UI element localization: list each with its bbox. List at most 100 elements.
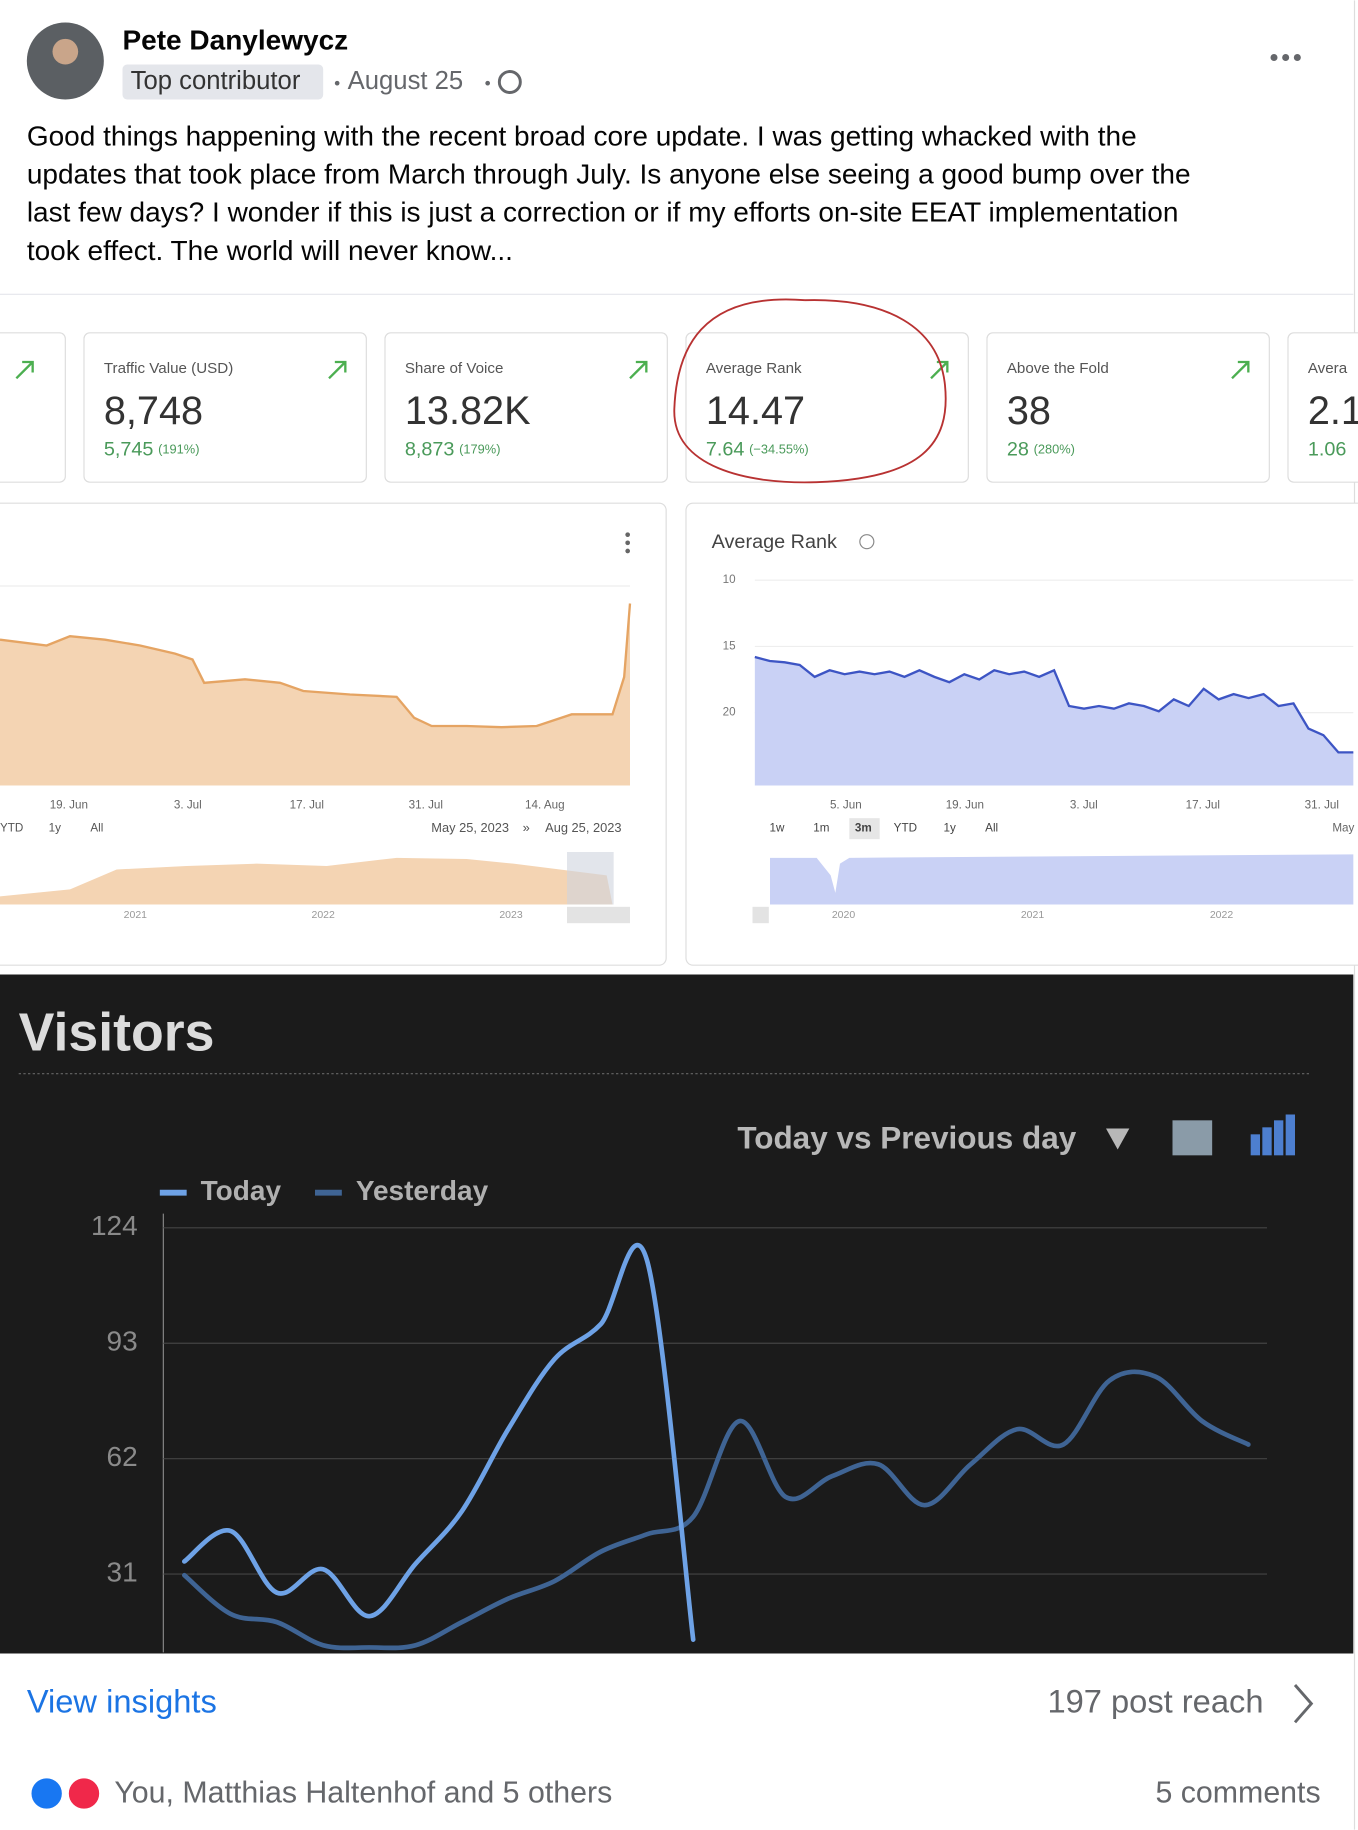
metric-value: 2.1 [1308,389,1358,433]
chart-title: Average Rank [712,531,837,553]
chart-subtitle[interactable]: Today vs Previous day [737,1119,1076,1155]
range-button[interactable]: YTD [0,822,23,835]
metric-change-pct: (−34.55%) [749,442,809,457]
x-tick-label: 31. Jul [409,798,443,811]
metric-change-pct: (191%) [158,442,199,457]
navigator-scroll[interactable] [567,906,630,924]
chevron[interactable] [1293,1684,1314,1724]
y-tick-label: 62 [107,1441,138,1472]
legend-label[interactable]: Today [201,1175,282,1206]
range-button[interactable]: 3m [855,822,872,835]
trend-arrow [328,360,347,380]
more-menu[interactable] [1270,54,1301,61]
metric-card [384,332,668,483]
avatar-face [52,38,79,65]
chart-type-icon[interactable] [1250,1114,1295,1156]
y-tick-label: 124 [91,1210,138,1241]
metric-change-value: 1.06 [1308,439,1347,461]
navigator-area [0,857,613,905]
x-tick-label: 17. Jul [290,798,324,811]
rank-line [754,655,1354,754]
metric-change-pct: (280%) [1034,442,1075,457]
metric-label: Above the Fold [1007,360,1109,377]
x-tick-label: 19. Jun [50,798,88,811]
x-tick-label: 14. Aug [525,798,565,811]
metric-value: 14.47 [706,389,805,433]
chart-title: Visitors [19,1003,215,1063]
range-button[interactable]: 1w [770,822,785,835]
range-selected [849,818,880,840]
series-line [182,1369,1251,1651]
traffic-line [0,603,632,729]
navigator-year: 2020 [832,909,856,921]
range-button[interactable]: All [985,822,998,835]
navigator-area [770,854,1354,905]
post-text: last few days? I wonder if this is just … [27,197,1179,228]
date[interactable]: August 25 [348,67,464,95]
dot [485,80,490,86]
x-tick-label: 3. Jul [174,798,202,811]
dropdown-arrow[interactable] [1106,1128,1130,1150]
metric-card [1287,332,1358,483]
badge: Top contributor [131,67,301,95]
navigator-window[interactable] [567,852,614,905]
y-tick-label: 15 [723,639,736,652]
range-button[interactable]: 1y [944,822,956,835]
metric-change-value: 28 [1007,439,1029,461]
x-tick-label: 3. Jul [1070,798,1098,811]
metric-value: 8,748 [104,389,203,433]
x-tick-label: 5. Jun [830,798,862,811]
navigator-year: 2022 [311,909,335,921]
y-tick-label: 31 [107,1556,138,1587]
series-line [182,1242,696,1642]
metric-change-value: 7.64 [706,439,745,461]
metric-change-value: 8,873 [405,439,455,461]
metric-change: 8,873 (179%) [405,439,501,461]
view-insights[interactable]: View insights [27,1682,217,1719]
metric-change: 5,745 (191%) [104,439,200,461]
x-tick-label: May [1332,822,1354,835]
range-button[interactable]: 1y [49,822,61,835]
metric-change: 1.06 [1308,439,1347,461]
navigator-year: 2021 [1021,909,1045,921]
help-icon[interactable] [859,534,875,550]
export-icon[interactable] [1172,1120,1213,1156]
author[interactable]: Pete Danylewycz [122,25,348,56]
date-separator: » [523,820,530,835]
x-tick-label: 17. Jul [1186,798,1220,811]
navigator-year: 2021 [124,909,148,921]
metric-label: Share of Voice [405,360,504,377]
date-from: May 25, 2023 [431,820,509,835]
range-button[interactable]: All [90,822,103,835]
reactions[interactable]: You, Matthias Haltenhof and 5 others [114,1777,612,1810]
navigator-scroll[interactable] [752,906,769,924]
comments[interactable]: 5 comments [1155,1777,1320,1810]
love-icon [66,1776,102,1812]
traffic-area [0,603,630,786]
post-reach[interactable]: 197 post reach [1047,1682,1263,1719]
y-tick-label: 93 [107,1326,138,1357]
y-tick-label: 20 [723,706,736,719]
metric-change-pct: (179%) [459,442,500,457]
range-button[interactable]: YTD [894,822,917,835]
legend-label[interactable]: Yesterday [356,1175,489,1206]
navigator-year: 2023 [499,909,523,921]
post-text: updates that took place from March throu… [27,159,1191,190]
metric-change-value: 5,745 [104,439,154,461]
dark-panel [0,974,1354,1654]
metric-label: Avera [1308,360,1348,377]
trend-arrow [1231,360,1250,380]
panel-menu[interactable] [625,532,630,554]
x-tick-label: 31. Jul [1305,798,1339,811]
y-tick-label: 10 [723,573,736,586]
badge-bg [122,64,324,100]
x-tick-label: 19. Jun [946,798,984,811]
post-text: Good things happening with the recent br… [27,120,1137,151]
metric-label: Average Rank [706,360,802,377]
range-button[interactable]: 1m [813,822,829,835]
globe-icon [497,70,522,94]
date-to: Aug 25, 2023 [545,820,621,835]
like-icon [29,1776,65,1812]
metric-card [986,332,1270,483]
